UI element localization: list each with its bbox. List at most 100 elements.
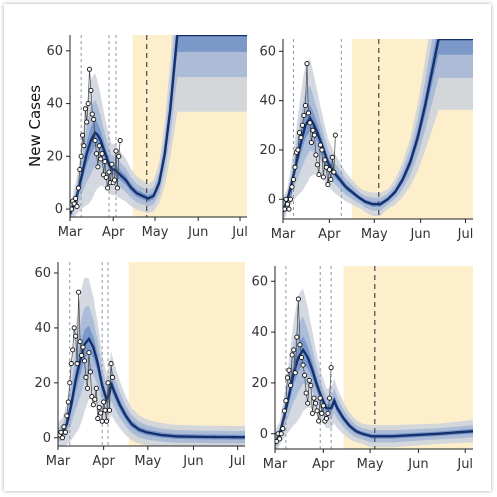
panel-3: 0 20 40 60 Mar Apr May Jun Jul — [34, 262, 245, 469]
observed-point — [89, 111, 95, 117]
observed-point — [106, 169, 112, 175]
observed-line — [71, 69, 121, 210]
y-tick-label: 40 — [46, 97, 63, 112]
observed-point — [80, 344, 86, 350]
observed-point — [319, 147, 325, 153]
observed-point — [101, 399, 107, 405]
observed-point — [88, 87, 94, 93]
observed-point — [91, 116, 97, 122]
x-tick-label: May — [357, 457, 384, 472]
observed-point — [70, 347, 76, 353]
observed-point — [105, 380, 111, 386]
observed-point — [70, 206, 74, 212]
y-tick-label: 0 — [268, 192, 276, 207]
observed-point — [87, 369, 93, 375]
observed-point — [311, 132, 317, 138]
chart-figure: 0 20 40 60 Mar Apr May Jun Jul New Cases 0 20 40 60 Ma… — [26, 35, 473, 472]
observed-point — [95, 164, 101, 170]
observed-point — [104, 418, 110, 424]
median-line — [58, 336, 245, 439]
observed-point — [84, 385, 90, 391]
observed-point — [314, 408, 320, 414]
observed-point — [280, 426, 286, 432]
observed-point — [305, 110, 311, 116]
observed-point — [292, 164, 298, 170]
observed-point — [85, 101, 91, 107]
observed-point — [59, 435, 65, 441]
plot-area — [283, 39, 473, 219]
plot-area — [275, 266, 473, 449]
observed-point — [289, 184, 295, 190]
y-tick-label: 20 — [34, 376, 51, 391]
observed-point — [86, 350, 92, 356]
observed-point — [98, 410, 104, 416]
forecast-region — [343, 266, 473, 449]
x-tick-label: Mar — [46, 454, 71, 469]
x-tick-label: Mar — [58, 225, 83, 240]
y-tick-label: 60 — [259, 44, 276, 59]
observed-point — [331, 169, 337, 175]
x-tick-label: Jun — [407, 457, 428, 472]
observed-point — [116, 153, 122, 159]
median-line — [70, 35, 247, 215]
observed-point — [90, 402, 96, 408]
observed-point — [109, 374, 116, 380]
x-tick-label: Jul — [231, 225, 248, 240]
x-tick-label: Apr — [312, 457, 335, 472]
observed-point — [292, 370, 298, 376]
observed-point — [320, 403, 326, 409]
observed-point — [96, 405, 102, 411]
observed-point — [81, 143, 87, 149]
observed-point — [103, 174, 109, 180]
y-tick-label: 20 — [46, 149, 63, 164]
forecast-region — [128, 262, 245, 446]
y-tick-label: 40 — [34, 321, 51, 336]
x-tick-label: Jul — [456, 457, 473, 472]
observed-point — [84, 119, 90, 125]
observed-point — [287, 196, 294, 202]
observed-point — [71, 325, 77, 331]
observed-point — [296, 130, 303, 136]
middle-band — [58, 305, 245, 444]
observed-point — [105, 185, 111, 191]
observed-point — [277, 436, 283, 442]
observed-point — [61, 424, 67, 430]
observed-point — [65, 399, 71, 405]
observed-point — [325, 181, 331, 188]
observed-point — [332, 132, 338, 138]
observed-point — [317, 395, 323, 401]
observed-point — [302, 103, 308, 109]
observed-point — [82, 106, 88, 112]
observed-point — [329, 154, 335, 160]
observed-point — [102, 159, 108, 165]
x-tick-label: Apr — [102, 225, 125, 240]
y-tick-label: 0 — [260, 427, 268, 442]
observed-point — [286, 206, 292, 212]
observed-point — [117, 137, 123, 144]
observed-point — [310, 127, 316, 133]
observed-point — [295, 147, 301, 153]
observed-point — [328, 365, 334, 371]
observed-point — [281, 408, 287, 414]
observed-point — [98, 156, 104, 162]
panel-1: 0 20 40 60 Mar Apr May Jun Jul New Cases — [26, 35, 248, 240]
observed-point — [73, 333, 79, 339]
observed-point — [325, 410, 331, 416]
observed-point — [75, 185, 81, 191]
observed-point — [290, 176, 297, 183]
observed-point — [298, 135, 304, 141]
observed-point — [96, 143, 102, 149]
observed-point — [298, 354, 305, 361]
x-tick-label: Apr — [92, 454, 115, 469]
observed-point — [284, 201, 291, 207]
observed-point — [291, 347, 297, 353]
observed-point — [294, 334, 300, 340]
panel-4: 0 20 40 60 Mar Apr May Jun Jul — [251, 266, 473, 472]
observed-point — [283, 196, 289, 202]
observed-point — [77, 339, 83, 345]
observed-point — [309, 410, 315, 416]
observed-point — [99, 151, 105, 157]
observed-point — [113, 148, 119, 154]
figure-frame: 0 20 40 60 Mar Apr May Jun Jul New Cases 0 20 40 60 Ma… — [4, 4, 491, 491]
x-tick-label: May — [142, 225, 169, 240]
